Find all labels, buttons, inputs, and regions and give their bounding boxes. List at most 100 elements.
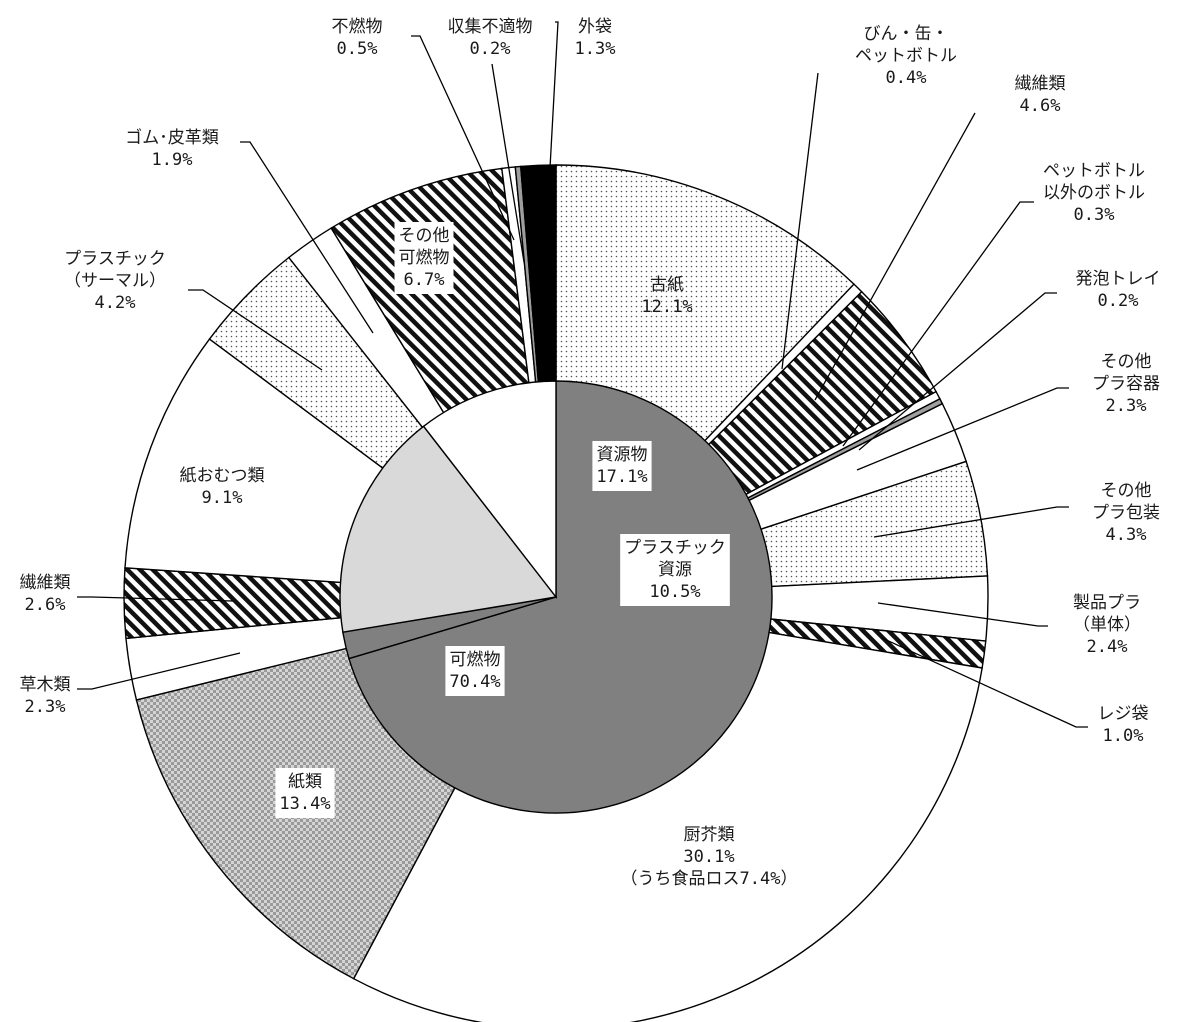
outer-seni_a-label-line: 4.6% (1020, 96, 1061, 116)
inner-kanen-label-line: 可燃物 (450, 650, 501, 670)
inner-plaresource-label-line: 資源 (658, 560, 692, 580)
outer-sotobukuro-label: 外袋1.3% (575, 17, 616, 59)
outer-somoku-label-line: 2.3% (25, 697, 66, 717)
outer-petbottle-label-line: 以外のボトル (1043, 183, 1145, 203)
inner-slice-shigen (339, 425, 558, 633)
outer-futekinaibutsu-label-line: 収集不適物 (448, 17, 533, 37)
outer-thermal-label-line: プラスチック (64, 249, 166, 269)
inner-kanen-label-line: 70.4% (449, 672, 500, 692)
leader-line-somoku (77, 652, 241, 690)
outer-bin-label-line: びん・缶・ (864, 24, 949, 44)
outer-omutsu-label-line: 紙おむつ類 (180, 466, 265, 486)
outer-sotobukuro-label-line: 外袋 (578, 17, 612, 37)
outer-shirui-label-line: 紙類 (288, 772, 322, 792)
inner-plaresource-label-bg (620, 534, 730, 606)
outer-hoso-label-line: その他 (1101, 481, 1152, 501)
outer-chukai-label-line: （うち食品ロス7.4%） (621, 869, 798, 889)
outer-tantai-label-line: 製品プラ (1073, 593, 1141, 613)
outer-hoso-label-line: プラ包装 (1092, 503, 1160, 523)
inner-shigen-label-line: 資源物 (597, 445, 648, 465)
outer-petbottle-label-line: 0.3% (1074, 205, 1115, 225)
outer-bin-label-line: ペットボトル (855, 46, 957, 66)
leader-line-gomu (240, 141, 374, 334)
leader-line-reji (881, 637, 1088, 728)
outer-hoso-label-line: 4.3% (1106, 525, 1147, 545)
outer-gomu-label-line: ゴム･皮革類 (125, 127, 219, 148)
outer-shirui-label-line: 13.4% (279, 794, 330, 814)
outer-chukai-label-bg (616, 821, 802, 893)
outer-happo-label-line: 発泡トレイ (1076, 269, 1161, 289)
outer-tantai-label-line: （単体） (1073, 615, 1141, 635)
leader-line-sotobukuro (549, 21, 559, 169)
outer-seni_b-label-line: 2.6% (25, 595, 66, 615)
outer-thermal-label: プラスチック（サーマル）4.2% (64, 249, 166, 313)
outer-happo-label-line: 0.2% (1098, 291, 1139, 311)
leader-line-happo (858, 292, 1057, 451)
inner-plaresource-label-line: プラスチック (624, 538, 726, 558)
outer-sotobukuro-label-line: 1.3% (575, 39, 616, 59)
inner-shigen-label-bg (592, 441, 652, 491)
outer-chukai-label-line: 30.1% (683, 847, 734, 867)
outer-kogami-label-line: 古紙 (650, 275, 684, 295)
leader-line-futekinaibutsu (491, 63, 525, 263)
leader-line-petbottle (842, 201, 1034, 447)
outer-seni_b-label-line: 繊維類 (20, 573, 71, 593)
outer-reji-label-line: レジ袋 (1098, 704, 1149, 724)
leader-line-yoki (856, 387, 1069, 471)
outer-futekinaibutsu-label-line: 0.2% (470, 39, 511, 59)
leader-line-bin (781, 72, 819, 370)
outer-sonota_kanen-label-line: 6.7% (404, 270, 445, 290)
outer-yoki-label-line: その他 (1101, 352, 1152, 372)
outer-thermal-label-line: 4.2% (95, 293, 136, 313)
outer-funen-label-line: 0.5% (337, 39, 378, 59)
outer-gomu-label-line: 1.9% (152, 150, 193, 170)
outer-thermal-label-line: （サーマル） (64, 271, 166, 291)
outer-shirui-label-bg (275, 768, 335, 818)
leader-line-thermal (188, 289, 323, 371)
leader-line-seni_b (77, 596, 234, 602)
outer-bin-label-line: 0.4% (886, 68, 927, 88)
outer-tantai-label-line: 2.4% (1087, 637, 1128, 657)
outer-kogami-label-line: 12.1% (641, 297, 692, 317)
outer-reji-label-line: 1.0% (1103, 726, 1144, 746)
leader-line-hoso (873, 506, 1069, 538)
outer-chukai-label-line: 厨芥類 (684, 825, 735, 845)
outer-somoku-label-line: 草木類 (20, 675, 71, 695)
outer-funen-label-line: 不燃物 (332, 17, 383, 37)
inner-kanen-label-bg (445, 646, 505, 696)
outer-sonota_kanen-label-line: その他 (399, 226, 450, 246)
outer-omutsu-label-line: 9.1% (202, 488, 243, 508)
outer-yoki-label-line: 2.3% (1106, 396, 1147, 416)
leader-line-seni_a (814, 112, 976, 401)
inner-slice-plaresource (422, 380, 557, 600)
outer-sonota_kanen-label-line: 可燃物 (399, 248, 450, 268)
outer-sonota_kanen-label-bg (394, 222, 454, 294)
leader-line-tantai (877, 602, 1048, 627)
inner-shigen-label-line: 17.1% (596, 467, 647, 487)
inner-slice-kanen (348, 380, 773, 814)
leader-line-funen (411, 35, 515, 241)
outer-yoki-label-line: プラ容器 (1092, 374, 1160, 394)
outer-petbottle-label-line: ペットボトル (1043, 161, 1145, 181)
